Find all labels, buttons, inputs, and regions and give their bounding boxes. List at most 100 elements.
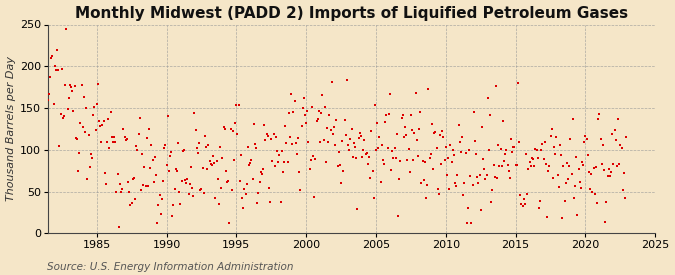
Point [579,139,590,144]
Point [373,146,383,150]
Point [275,200,286,205]
Point [184,182,195,186]
Point [297,106,308,111]
Point [460,150,471,155]
Point [583,153,593,158]
Point [324,113,335,117]
Point [356,155,367,160]
Point [343,143,354,148]
Point [544,164,555,169]
Point [282,160,293,164]
Point [306,105,317,110]
Point [372,121,383,125]
Point [567,117,578,122]
Point [488,163,499,167]
Point [552,172,563,177]
Point [512,81,523,85]
Point [417,158,428,163]
Point [580,134,591,139]
Point [375,180,386,184]
Point [176,178,187,183]
Point [607,132,618,136]
Point [364,175,375,180]
Point [142,184,153,188]
Point [496,164,507,168]
Point [244,163,254,167]
Point [171,169,182,173]
Point [300,113,310,118]
Point [538,157,549,161]
Point [348,141,359,145]
Point [547,176,558,180]
Point [125,203,136,207]
Point [59,113,70,118]
Point [223,178,234,183]
Point [507,149,518,154]
Point [192,151,203,156]
Point [102,140,113,144]
Point [279,160,290,164]
Point [128,177,138,182]
Point [340,133,351,138]
Point [40,46,51,51]
Point [485,112,495,117]
Point [459,181,470,185]
Point [267,159,278,163]
Point [227,129,238,133]
Point [69,84,80,89]
Point [618,188,628,192]
Point [333,149,344,154]
Point [558,164,569,168]
Point [310,157,321,161]
Point [274,153,285,157]
Point [250,146,261,150]
Point [371,148,381,152]
Point [254,179,265,184]
Point [136,152,147,156]
Point [218,125,229,130]
Point [107,134,117,139]
Point [230,121,240,125]
Point [481,172,492,177]
Point [280,123,291,128]
Point [444,187,455,192]
Point [94,119,105,123]
Point [110,140,121,144]
Title: Monthly Midwest (PADD 2) Imports of Liquified Petroleum Gases: Monthly Midwest (PADD 2) Imports of Liqu… [75,6,628,21]
Point [335,181,346,185]
Point [599,168,610,172]
Point [396,116,407,120]
Point [350,144,360,149]
Point [157,197,167,201]
Point [530,147,541,151]
Point [584,170,595,174]
Point [411,138,422,142]
Point [126,201,137,205]
Point [367,169,378,173]
Point [266,137,277,142]
Point [54,144,65,148]
Point [138,183,148,187]
Point [400,125,410,130]
Point [329,125,340,129]
Point [211,159,222,163]
Point [265,199,275,204]
Point [39,98,50,102]
Point [213,177,223,182]
Point [73,169,84,173]
Point [402,158,413,162]
Point [132,147,143,152]
Point [202,166,213,171]
Point [149,155,160,159]
Point [588,166,599,171]
Point [147,157,158,162]
Point [362,162,373,167]
Point [86,156,97,160]
Point [232,132,243,136]
Point [217,156,227,161]
Point [477,125,487,129]
Point [162,114,173,119]
Point [602,174,613,178]
Point [486,200,497,204]
Point [342,77,352,82]
